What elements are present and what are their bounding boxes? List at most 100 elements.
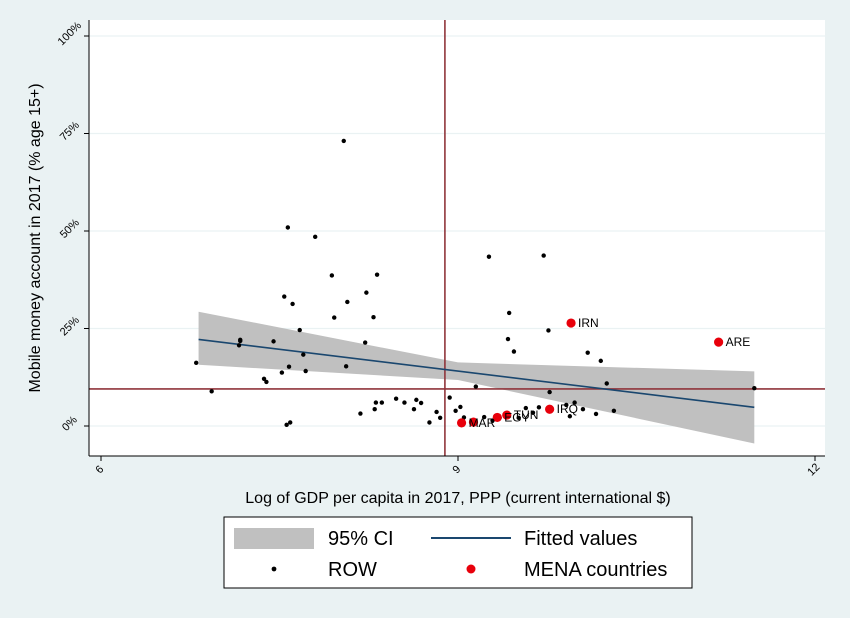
- row-point-6: [264, 379, 269, 385]
- row-point-37: [427, 420, 432, 425]
- legend-fit-label: Fitted values: [524, 528, 637, 550]
- row-point-26: [362, 340, 368, 345]
- row-point-52: [511, 349, 517, 354]
- row-point-5: [261, 376, 267, 382]
- fitted-line: [198, 338, 755, 409]
- mena-point-6: [714, 337, 724, 347]
- row-point-62: [567, 414, 573, 419]
- reference-lines: [89, 20, 825, 456]
- row-point-27: [371, 314, 376, 320]
- row-point-20: [332, 315, 337, 320]
- row-point-0: [194, 360, 199, 366]
- row-point-12: [286, 364, 292, 369]
- point-label-irn: IRN: [578, 316, 599, 330]
- legend-ci-swatch: [234, 528, 314, 549]
- row-point-16: [301, 352, 306, 357]
- y-tick-label-1: 25%: [58, 314, 82, 338]
- x-tick-labels: 6 9 12: [93, 456, 822, 478]
- row-point-31: [379, 400, 385, 405]
- mena-point-5: [566, 318, 576, 328]
- row-point-66: [593, 411, 599, 417]
- legend-mena-label: MENA countries: [524, 559, 667, 581]
- row-point-55: [530, 410, 536, 415]
- legend: 95% CI Fitted values ROW MENA countries: [223, 516, 693, 589]
- row-point-15: [297, 327, 302, 333]
- point-label-tun: TUN: [514, 408, 539, 422]
- axes: [88, 20, 825, 457]
- row-point-23: [345, 299, 350, 305]
- row-point-32: [393, 396, 399, 401]
- legend-mena-swatch: [466, 564, 476, 574]
- row-point-25: [364, 290, 369, 295]
- row-point-51: [506, 310, 512, 316]
- legend-ci-label: 95% CI: [328, 528, 394, 550]
- row-point-22: [343, 364, 349, 369]
- row-point-40: [447, 395, 452, 400]
- row-point-39: [437, 415, 443, 421]
- row-point-57: [541, 253, 546, 258]
- row-point-38: [434, 409, 439, 415]
- point-label-irq: IRQ: [557, 402, 578, 416]
- row-point-24: [358, 411, 363, 416]
- row-point-35: [414, 397, 419, 403]
- row-point-59: [547, 389, 552, 395]
- row-point-69: [611, 408, 617, 413]
- row-point-42: [458, 404, 463, 410]
- x-axis-title: Log of GDP per capita in 2017, PPP (curr…: [245, 490, 670, 507]
- row-point-19: [329, 273, 335, 278]
- row-point-18: [313, 234, 318, 240]
- x-tick-label-1: 9: [450, 463, 463, 476]
- row-point-17: [303, 368, 308, 374]
- row-point-7: [271, 339, 276, 344]
- mena-points: [456, 318, 724, 428]
- row-point-33: [402, 400, 407, 405]
- row-point-8: [279, 370, 285, 375]
- y-tick-label-0: 0%: [60, 414, 80, 434]
- row-point-64: [580, 407, 586, 412]
- row-point-13: [288, 420, 293, 425]
- fitted-values-line: [198, 338, 755, 409]
- y-axis-title: Mobile money account in 2017 (% age 15+): [27, 83, 44, 392]
- row-point-2: [236, 343, 242, 348]
- row-point-11: [285, 225, 291, 230]
- row-point-65: [585, 350, 590, 355]
- x-tick-label-2: 12: [805, 461, 822, 478]
- row-point-1: [209, 389, 214, 394]
- point-label-are: ARE: [726, 335, 751, 349]
- row-point-10: [284, 422, 289, 428]
- x-tick-label-0: 6: [93, 463, 106, 476]
- mena-point-3: [502, 410, 512, 420]
- row-point-36: [418, 400, 424, 406]
- point-label-egy: EGY: [504, 410, 529, 424]
- mena-point-4: [545, 404, 555, 414]
- row-point-30: [374, 272, 380, 277]
- row-point-4: [238, 337, 243, 343]
- mena-point-2: [492, 412, 502, 423]
- row-point-63: [572, 400, 577, 405]
- row-point-45: [473, 384, 479, 389]
- row-point-70: [752, 385, 757, 391]
- legend-row-swatch: [271, 566, 277, 572]
- row-point-67: [598, 358, 603, 364]
- row-point-41: [453, 408, 458, 413]
- y-tick-label-2: 50%: [58, 217, 82, 241]
- point-label-mar: MAR: [469, 416, 496, 430]
- row-point-47: [486, 254, 492, 259]
- legend-row-label: ROW: [328, 559, 377, 581]
- row-point-54: [523, 405, 529, 411]
- row-point-58: [546, 328, 551, 333]
- y-tick-labels: 0% 25% 50% 75% 100%: [56, 20, 89, 434]
- row-point-61: [564, 402, 569, 408]
- y-tick-label-4: 100%: [56, 20, 85, 49]
- row-point-28: [372, 407, 377, 412]
- row-point-46: [481, 414, 487, 420]
- mena-point-1: [468, 417, 479, 427]
- row-point-56: [536, 405, 542, 410]
- row-point-50: [505, 336, 511, 342]
- row-point-34: [411, 407, 417, 412]
- y-tick-label-3: 75%: [58, 119, 82, 143]
- row-points: [194, 138, 757, 428]
- row-point-29: [373, 400, 379, 405]
